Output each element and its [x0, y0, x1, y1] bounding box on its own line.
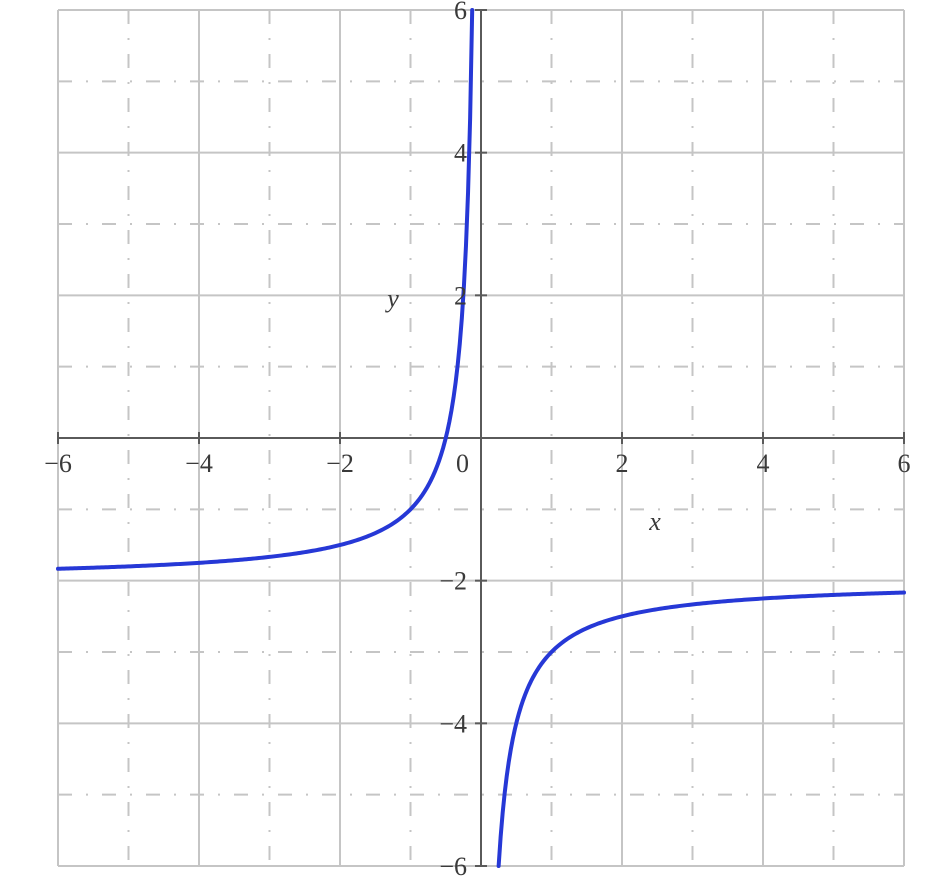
x-tick-label: 2 [616, 449, 629, 478]
x-tick-label: 0 [456, 449, 469, 478]
y-tick-label: −4 [439, 709, 467, 738]
rational-function-chart: −6 −4 −2 0 2 4 6 −6 −4 −2 2 4 6 y x [0, 0, 932, 896]
x-tick-label: 6 [898, 449, 911, 478]
y-tick-label: −2 [439, 567, 467, 596]
y-axis-label: y [384, 284, 399, 313]
x-tick-label: −6 [44, 449, 72, 478]
chart-container: −6 −4 −2 0 2 4 6 −6 −4 −2 2 4 6 y x [0, 0, 932, 896]
x-tick-label: −4 [185, 449, 213, 478]
y-tick-label: 2 [454, 281, 467, 310]
x-axis-label: x [648, 507, 661, 536]
y-tick-label: −6 [439, 852, 467, 881]
y-tick-label: 4 [454, 139, 467, 168]
x-tick-label: −2 [326, 449, 354, 478]
y-tick-label: 6 [454, 0, 467, 25]
x-tick-label: 4 [757, 449, 770, 478]
